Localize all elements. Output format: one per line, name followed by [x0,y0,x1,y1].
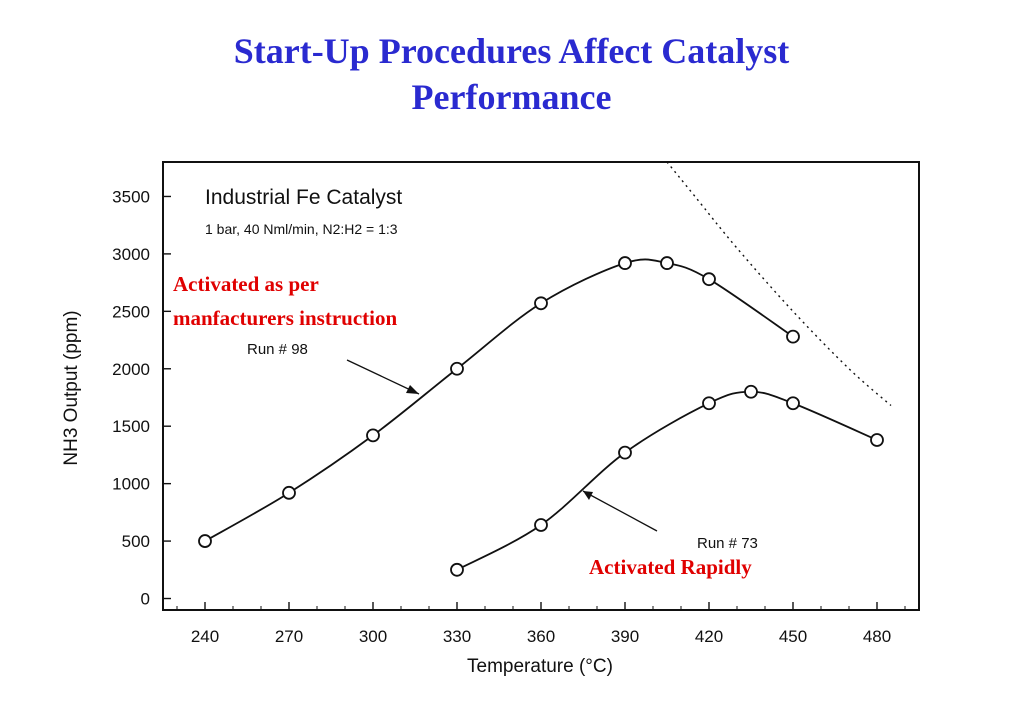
x-tick-label-420: 420 [695,627,723,646]
x-tick-label-270: 270 [275,627,303,646]
series-run-98-point-390 [618,256,632,270]
x-tick-label-480: 480 [863,627,891,646]
series-run-73-point-450 [786,396,800,411]
series-run-98-point-360 [534,296,548,311]
y-tick-label-3500: 3500 [112,187,150,206]
equilibrium-limit-curve [666,161,892,407]
x-tick-label-450: 450 [779,627,807,646]
x-tick-label-240: 240 [191,627,219,646]
x-tick-label-390: 390 [611,627,639,646]
series-run-98-point-240 [198,534,212,548]
slide-title-line-2: Performance [411,77,612,117]
note-run-98-line-1: Activated as per [173,272,319,296]
series-run-73-point-420 [702,396,716,411]
run-98-arrow [346,359,420,395]
note-run-98-line-2: manfacturers instruction [173,306,397,330]
series-run-98-point-405 [660,256,674,270]
y-tick-label-0: 0 [141,590,150,609]
run-98-label: Run # 98 [247,341,308,358]
series-run-98-point-450 [786,329,800,344]
series-run-73-point-330 [450,562,464,577]
y-tick-label-1000: 1000 [112,475,150,494]
run-73-arrowhead [583,491,593,500]
slide-title: Start-Up Procedures Affect Catalyst Perf… [0,28,1023,120]
y-tick-label-500: 500 [122,532,150,551]
series-run-73-point-390 [618,445,632,460]
x-tick-label-300: 300 [359,627,387,646]
chart-subtitle: 1 bar, 40 Nml/min, N2:H2 = 1:3 [205,221,398,237]
series-run-73-line [456,390,878,571]
y-tick-label-3000: 3000 [112,245,150,264]
x-tick-label-330: 330 [443,627,471,646]
series-run-98-point-330 [450,361,464,376]
series-run-98-point-420 [702,272,716,287]
x-axis-label: Temperature (°C) [467,656,613,677]
series-run-98-line [204,258,794,542]
y-tick-label-2000: 2000 [112,360,150,379]
run-73-arrow [582,490,658,532]
series-run-73-point-480 [870,433,884,447]
series-run-73-point-435 [744,384,758,399]
run-98-arrowhead [406,385,419,394]
series-run-73-point-360 [534,518,548,532]
run-73-label: Run # 73 [697,535,758,552]
note-run-73: Activated Rapidly [589,555,752,579]
series-run-98-point-270 [282,485,296,500]
series-run-98-point-300 [366,428,380,443]
y-tick-label-1500: 1500 [112,417,150,436]
chart-title: Industrial Fe Catalyst [205,186,402,209]
y-axis-label: NH3 Output (ppm) [61,310,82,465]
x-tick-label-360: 360 [527,627,555,646]
y-tick-label-2500: 2500 [112,302,150,321]
slide-title-line-1: Start-Up Procedures Affect Catalyst [233,31,790,71]
